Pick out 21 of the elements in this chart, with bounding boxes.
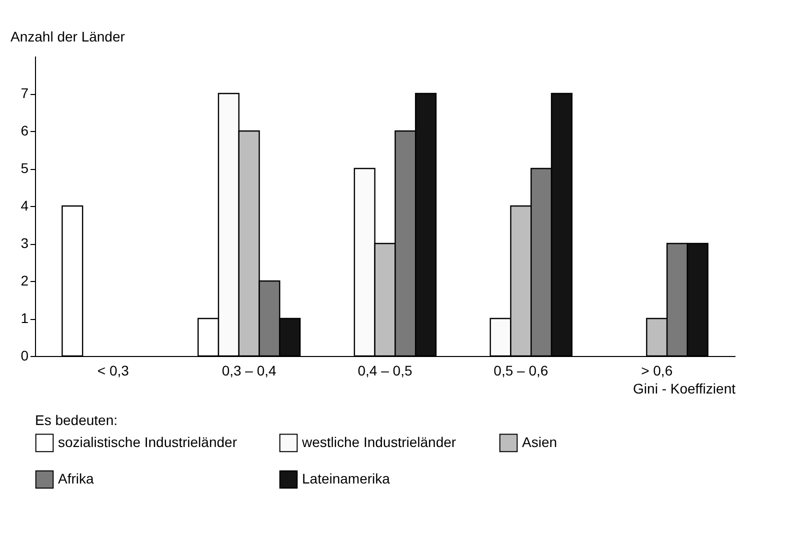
x-tick-label: < 0,3: [97, 362, 130, 378]
y-tick-label: 1: [20, 310, 29, 326]
legend-label: sozialistische Industrieländer: [58, 434, 238, 450]
legend-title: Es bedeuten:: [35, 412, 118, 428]
x-axis-title: Gini - Koeffizient: [633, 380, 736, 396]
y-axis-title: Anzahl der Länder: [10, 28, 126, 44]
x-tick-label: 0,4 – 0,5: [358, 362, 412, 378]
x-tick-label: > 0,6: [641, 362, 673, 378]
x-tick-label: 0,5 – 0,6: [494, 362, 548, 378]
legend-label: Afrika: [58, 470, 94, 486]
y-tick-label: 3: [20, 235, 29, 251]
legend-label: Lateinamerika: [302, 470, 390, 486]
legend-label: westliche Industrieländer: [301, 434, 456, 450]
y-tick-label: 2: [20, 272, 29, 288]
y-tick-label: 4: [20, 198, 29, 214]
y-tick-label: 0: [20, 348, 29, 364]
legend-label: Asien: [522, 434, 558, 450]
y-tick-label: 7: [20, 85, 29, 101]
y-tick-label: 5: [20, 160, 29, 176]
x-tick-label: 0,3 – 0,4: [222, 362, 277, 378]
y-tick-label: 6: [20, 122, 29, 138]
